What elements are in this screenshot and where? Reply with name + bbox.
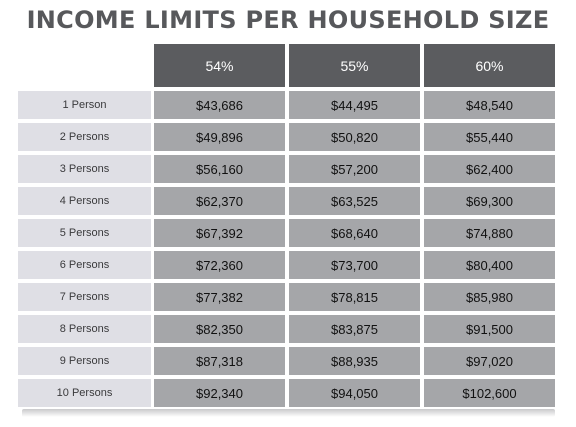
income-limit-cell: $73,700 — [289, 251, 420, 279]
income-limit-cell: $92,340 — [154, 379, 285, 407]
table-row: 6 Persons $72,360 $73,700 $80,400 — [18, 251, 557, 279]
income-limit-cell: $85,980 — [424, 283, 555, 311]
table-row: 9 Persons $87,318 $88,935 $97,020 — [18, 347, 557, 375]
column-header-54: 54% — [154, 44, 285, 87]
income-limit-cell: $78,815 — [289, 283, 420, 311]
household-size-label: 3 Persons — [18, 155, 151, 183]
table-header-row: 54% 55% 60% — [18, 44, 557, 87]
table-row: 2 Persons $49,896 $50,820 $55,440 — [18, 123, 557, 151]
table-row: 5 Persons $67,392 $68,640 $74,880 — [18, 219, 557, 247]
income-limit-cell: $91,500 — [424, 315, 555, 343]
table-row: 7 Persons $77,382 $78,815 $85,980 — [18, 283, 557, 311]
column-header-55: 55% — [289, 44, 420, 87]
household-size-label: 8 Persons — [18, 315, 151, 343]
table-row: 1 Person $43,686 $44,495 $48,540 — [18, 91, 557, 119]
table-body: 1 Person $43,686 $44,495 $48,540 2 Persons $4… — [18, 91, 557, 407]
column-header-60: 60% — [424, 44, 555, 87]
income-limit-cell: $63,525 — [289, 187, 420, 215]
income-limit-cell: $72,360 — [154, 251, 285, 279]
income-limit-cell: $68,640 — [289, 219, 420, 247]
income-limit-cell: $57,200 — [289, 155, 420, 183]
household-size-label: 6 Persons — [18, 251, 151, 279]
income-limit-cell: $74,880 — [424, 219, 555, 247]
income-limit-cell: $56,160 — [154, 155, 285, 183]
income-limit-cell: $62,370 — [154, 187, 285, 215]
table-row: 8 Persons $82,350 $83,875 $91,500 — [18, 315, 557, 343]
income-limit-cell: $77,382 — [154, 283, 285, 311]
income-limit-cell: $82,350 — [154, 315, 285, 343]
household-size-label: 7 Persons — [18, 283, 151, 311]
table-row: 4 Persons $62,370 $63,525 $69,300 — [18, 187, 557, 215]
income-limit-cell: $88,935 — [289, 347, 420, 375]
income-limit-cell: $67,392 — [154, 219, 285, 247]
household-size-label: 2 Persons — [18, 123, 151, 151]
table-shadow — [22, 409, 555, 417]
income-limit-cell: $102,600 — [424, 379, 555, 407]
income-limit-cell: $55,440 — [424, 123, 555, 151]
income-limit-cell: $80,400 — [424, 251, 555, 279]
household-size-label: 1 Person — [18, 91, 151, 119]
table-row: 10 Persons $92,340 $94,050 $102,600 — [18, 379, 557, 407]
income-limit-cell: $49,896 — [154, 123, 285, 151]
household-size-label: 9 Persons — [18, 347, 151, 375]
household-size-label: 10 Persons — [18, 379, 151, 407]
household-size-label: 4 Persons — [18, 187, 151, 215]
table-row: 3 Persons $56,160 $57,200 $62,400 — [18, 155, 557, 183]
income-limit-cell: $83,875 — [289, 315, 420, 343]
income-limit-cell: $50,820 — [289, 123, 420, 151]
page-title: INCOME LIMITS PER HOUSEHOLD SIZE — [26, 6, 550, 34]
income-limit-cell: $44,495 — [289, 91, 420, 119]
income-limit-cell: $69,300 — [424, 187, 555, 215]
income-limit-cell: $43,686 — [154, 91, 285, 119]
income-limit-cell: $62,400 — [424, 155, 555, 183]
income-limit-cell: $97,020 — [424, 347, 555, 375]
household-size-label: 5 Persons — [18, 219, 151, 247]
header-corner-blank — [18, 44, 151, 87]
income-limit-cell: $94,050 — [289, 379, 420, 407]
income-limits-table: 54% 55% 60% 1 Person $43,686 $44,495 $48,54… — [18, 44, 557, 411]
income-limit-cell: $87,318 — [154, 347, 285, 375]
income-limit-cell: $48,540 — [424, 91, 555, 119]
